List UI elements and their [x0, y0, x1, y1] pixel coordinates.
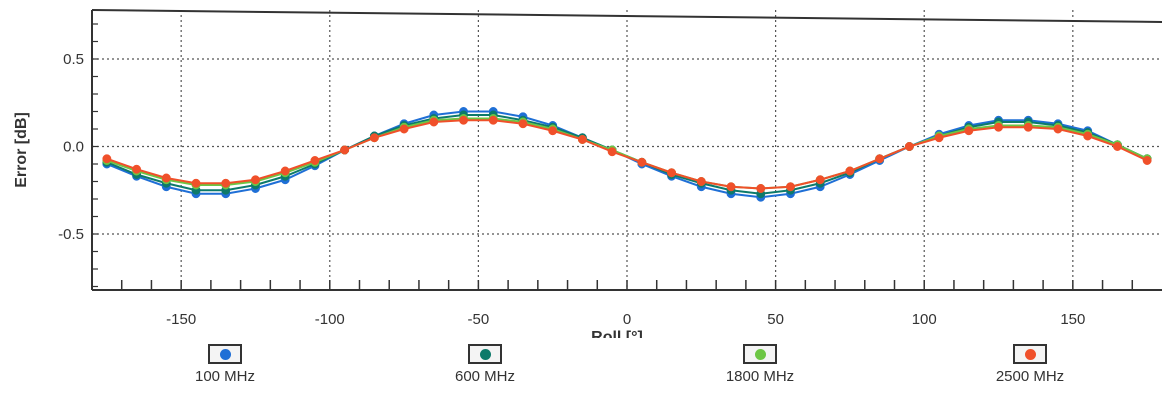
data-point-2500mhz [310, 156, 320, 165]
data-point-2500mhz [964, 126, 974, 136]
data-point-2500mhz [1053, 124, 1063, 134]
data-point-2500mhz [221, 178, 231, 188]
legend-swatch-100mhz [208, 344, 242, 364]
legend-item-100mhz[interactable]: 100 MHz [155, 344, 295, 400]
data-point-2500mhz [726, 182, 736, 192]
data-point-2500mhz [875, 154, 885, 164]
x-tick-label: 150 [1060, 311, 1085, 328]
x-tick-label: -100 [315, 311, 345, 328]
legend-label-600mhz: 600 MHz [454, 368, 516, 385]
data-point-2500mhz [1112, 142, 1122, 151]
data-point-2500mhz [756, 184, 766, 193]
data-point-2500mhz [1142, 156, 1152, 165]
y-tick-label: 0.0 [63, 139, 84, 156]
data-point-2500mhz [459, 115, 468, 125]
x-tick-label: 100 [912, 311, 937, 328]
y-axis-label: Error [dB] [13, 112, 30, 188]
legend-swatch-1800mhz [743, 344, 777, 364]
data-point-2500mhz [280, 166, 290, 176]
legend-swatch-2500mhz [1013, 344, 1047, 364]
legend-swatch-600mhz [468, 344, 502, 364]
data-point-2500mhz [815, 175, 825, 185]
data-point-2500mhz [161, 173, 171, 183]
x-tick-label: 0 [623, 311, 631, 328]
data-point-2500mhz [251, 175, 260, 185]
data-point-2500mhz [518, 119, 528, 129]
y-tick-label: 0.5 [63, 51, 84, 68]
legend-dot-2500mhz [1024, 348, 1036, 360]
y-tick-label: -0.5 [58, 226, 84, 243]
legend-dot-100mhz [219, 348, 231, 360]
data-point-2500mhz [429, 117, 439, 127]
legend: 100 MHz 600 MHz 1800 MHz 2500 MHz [0, 338, 1162, 403]
data-point-2500mhz [667, 168, 677, 178]
legend-label-2500mhz: 2500 MHz [995, 368, 1065, 385]
legend-item-2500mhz[interactable]: 2500 MHz [960, 344, 1100, 400]
x-axis-label: Roll [°] [591, 329, 643, 338]
legend-dot-600mhz [479, 348, 491, 360]
data-point-2500mhz [340, 145, 350, 155]
data-point-2500mhz [132, 164, 142, 174]
x-tick-label: 50 [767, 311, 784, 328]
top-border-line [91, 9, 1162, 23]
x-tick-label: -150 [166, 311, 196, 328]
data-point-2500mhz [577, 135, 587, 144]
data-point-2500mhz [786, 182, 795, 192]
legend-dot-1800mhz [754, 348, 766, 360]
data-point-2500mhz [102, 154, 112, 164]
data-point-2500mhz [488, 115, 498, 125]
series-line-2500mhz [106, 119, 1148, 190]
data-point-2500mhz [399, 124, 409, 134]
legend-item-600mhz[interactable]: 600 MHz [415, 344, 555, 400]
plot-svg: -150 -100 -50 0 50 100 150 0.5 0.0 -0.5 Roll [°] Er… [13, 9, 1162, 346]
series-2500mhz [102, 115, 1152, 193]
legend-label-100mhz: 100 MHz [194, 368, 256, 385]
data-point-2500mhz [904, 142, 914, 151]
data-point-2500mhz [369, 133, 379, 143]
data-point-2500mhz [1083, 131, 1093, 141]
data-point-2500mhz [637, 157, 647, 167]
legend-label-1800mhz: 1800 MHz [725, 368, 795, 385]
data-point-2500mhz [191, 178, 201, 188]
data-point-2500mhz [845, 166, 855, 176]
legend-item-1800mhz[interactable]: 1800 MHz [690, 344, 830, 400]
data-point-2500mhz [696, 177, 706, 186]
data-point-2500mhz [607, 147, 617, 157]
data-point-2500mhz [934, 133, 944, 143]
data-point-2500mhz [994, 122, 1003, 132]
data-point-2500mhz [1023, 122, 1033, 132]
x-tick-label: -50 [468, 311, 490, 328]
data-point-2500mhz [548, 126, 558, 136]
